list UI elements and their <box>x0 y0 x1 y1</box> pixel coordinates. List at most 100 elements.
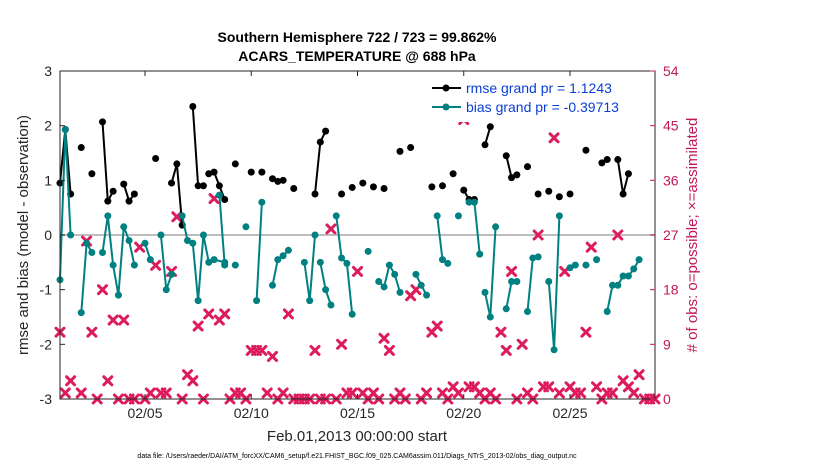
bias-point <box>338 254 346 262</box>
obs-count-marker <box>580 326 592 338</box>
rmse-point <box>173 160 181 168</box>
bias-point <box>412 270 420 278</box>
obs-marker-stroke <box>187 375 199 387</box>
bias-point <box>109 261 117 269</box>
bias-point <box>454 212 462 220</box>
obs-marker-stroke <box>203 308 215 320</box>
series-group <box>56 103 643 354</box>
obs-marker-stroke <box>75 387 87 399</box>
rmse-point <box>619 190 627 198</box>
obs-marker-stroke <box>553 387 565 399</box>
obs-marker-stroke <box>59 387 71 399</box>
y-tick-label: -3 <box>40 391 53 407</box>
bias-point <box>470 198 478 206</box>
obs-count-marker <box>532 229 544 241</box>
obs-marker-stroke <box>267 350 278 362</box>
x-tick-label: 02/05 <box>127 405 162 421</box>
rmse-point <box>582 146 590 154</box>
bias-point <box>141 239 149 247</box>
rmse-point <box>274 177 282 185</box>
bias-point <box>492 223 500 231</box>
y-axis-ticks: -3 -2 -1 0 1 2 3 <box>40 63 65 407</box>
obs-marker-stroke <box>367 387 379 399</box>
bias-point <box>614 281 622 289</box>
bias-point <box>603 308 611 316</box>
obs-count-marker <box>548 132 560 144</box>
obs-marker-stroke <box>261 387 273 399</box>
bias-point <box>433 212 441 220</box>
obs-count-marker <box>383 344 395 356</box>
bias-point <box>630 265 638 273</box>
obs-count-marker <box>219 308 231 320</box>
obs-marker-stroke <box>506 265 518 277</box>
bias-point <box>465 198 473 206</box>
obs-count-marker <box>261 387 273 399</box>
bias-point <box>284 246 292 254</box>
rmse-point <box>380 185 388 193</box>
obs-marker-stroke <box>548 132 560 144</box>
bias-point <box>130 261 138 269</box>
obs-marker-stroke <box>256 344 268 356</box>
x-axis-ticks: 02/05 02/10 02/15 02/20 02/25 <box>127 71 588 421</box>
bias-line-segment <box>335 215 354 315</box>
rmse-point <box>555 193 563 201</box>
y2-axis-ticks: 0 9 18 27 36 45 54 <box>650 63 679 407</box>
bias-point <box>508 277 516 285</box>
bias-point <box>571 261 579 269</box>
bias-point <box>205 258 213 266</box>
bias-point <box>258 198 266 206</box>
obs-marker-stroke <box>182 369 193 381</box>
obs-marker-stroke <box>378 332 390 344</box>
obs-marker-stroke <box>86 326 98 338</box>
rmse-point <box>624 170 632 178</box>
rmse-point <box>508 174 516 182</box>
bias-point <box>242 223 250 231</box>
bias-point <box>184 236 191 244</box>
obs-marker-stroke <box>431 320 443 332</box>
rmse-point <box>338 190 346 198</box>
bias-point <box>593 256 601 264</box>
obs-marker-stroke <box>144 387 156 399</box>
obs-count-marker <box>553 387 565 399</box>
obs-marker-stroke <box>325 223 337 235</box>
rmse-point <box>290 185 298 193</box>
bias-point <box>120 223 128 231</box>
rmse-point <box>513 171 521 179</box>
obs-count-marker <box>495 326 507 338</box>
chart-title: Southern Hemisphere 722 / 723 = 99.862% <box>218 29 498 45</box>
obs-count-marker <box>607 387 618 399</box>
data-file-footnote: data file: /Users/raeder/DAI/ATM_forcXX/… <box>137 453 577 460</box>
obs-marker-stroke <box>522 387 533 399</box>
obs-count-marker <box>192 320 204 332</box>
rmse-point <box>231 160 239 168</box>
legend-rmse-label: rmse grand pr = 1.1243 <box>466 80 612 96</box>
bias-point <box>343 259 351 267</box>
obs-count-marker <box>452 387 464 399</box>
rmse-point <box>502 152 510 160</box>
rmse-point <box>104 197 112 205</box>
bias-point <box>231 261 239 269</box>
y-tick-label: 3 <box>44 63 52 79</box>
y2-tick-label: 9 <box>663 336 671 352</box>
obs-marker-stroke <box>612 229 624 241</box>
obs-count-marker <box>516 338 528 350</box>
obs-marker-stroke <box>591 381 603 393</box>
obs-count-marker <box>431 320 443 332</box>
bias-point <box>125 236 133 244</box>
obs-marker-stroke <box>447 381 459 393</box>
y-tick-label: 2 <box>44 118 52 134</box>
obs-count-marker <box>352 265 363 277</box>
obs-marker-stroke <box>346 387 358 399</box>
legend-rmse-marker <box>442 84 450 92</box>
bias-point <box>146 256 154 264</box>
rmse-point <box>109 187 117 195</box>
obs-marker-stroke <box>622 381 634 393</box>
obs-marker-stroke <box>150 259 162 271</box>
rmse-point <box>481 141 489 149</box>
x-tick-label: 02/15 <box>340 405 375 421</box>
rmse-point <box>566 190 574 198</box>
obs-marker-stroke <box>219 308 231 320</box>
obs-count-marker <box>346 387 358 399</box>
rmse-point <box>247 168 255 176</box>
bias-line-segment <box>255 202 263 301</box>
